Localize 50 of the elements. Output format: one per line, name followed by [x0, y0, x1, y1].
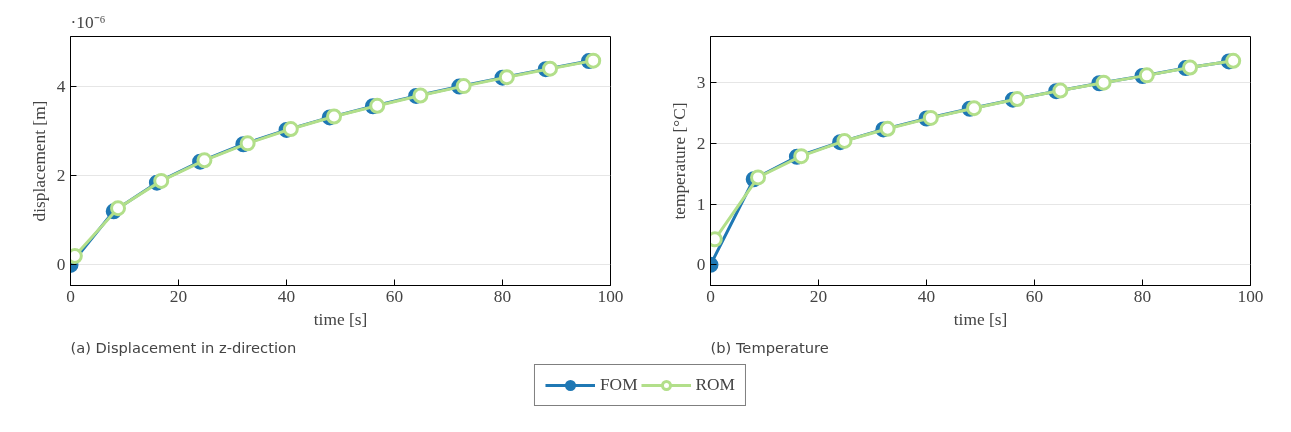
- x-tick-label: 20: [809, 286, 828, 306]
- point: [750, 169, 767, 186]
- point: [153, 172, 170, 189]
- point: [836, 132, 853, 149]
- y-tick-label: 0: [696, 255, 706, 275]
- x-tick-label: 100: [597, 286, 624, 306]
- point: [793, 148, 810, 165]
- text: (a) Displacement in z-direction: [70, 338, 297, 356]
- point: [1052, 82, 1069, 99]
- x-axis-title: time [s]: [953, 309, 1008, 329]
- point: [1225, 52, 1242, 69]
- y-tick-label: 2: [696, 133, 706, 153]
- y-tick-label: 2: [56, 166, 66, 186]
- text: ·10⁻⁶: [70, 12, 106, 32]
- y-tick-label: 0: [56, 255, 66, 275]
- point: [498, 69, 515, 86]
- y-tick-label: 3: [696, 73, 706, 93]
- x-tick-label: 100: [1237, 286, 1264, 306]
- point: [369, 97, 386, 114]
- y-axis-title: temperature [°C]: [669, 102, 689, 220]
- x-axis-title: time [s]: [313, 309, 368, 329]
- point: [1095, 74, 1112, 91]
- y-axis-title: displacement [m]: [29, 100, 49, 222]
- point: [879, 120, 896, 137]
- point: [282, 121, 299, 138]
- legend-label: ROM: [695, 375, 736, 395]
- point: [585, 52, 602, 69]
- point: [326, 108, 343, 125]
- point: [966, 100, 983, 117]
- point: [1009, 91, 1026, 108]
- x-tick-label: 20: [169, 286, 188, 306]
- text: (b) Temperature: [710, 338, 829, 356]
- x-tick-label: 80: [493, 286, 512, 306]
- point: [455, 78, 472, 95]
- x-tick-label: 60: [385, 286, 404, 306]
- y-tick-label: 1: [696, 194, 706, 214]
- x-tick-label: 40: [277, 286, 296, 306]
- point: [412, 87, 429, 104]
- legend-label: FOM: [599, 375, 638, 395]
- point: [110, 200, 127, 217]
- point: [1182, 59, 1199, 76]
- y-tick-label: 4: [56, 76, 66, 96]
- x-tick-label: 40: [917, 286, 936, 306]
- point: [1138, 67, 1155, 84]
- point: [196, 152, 213, 169]
- point: [239, 135, 256, 152]
- point: [542, 60, 559, 77]
- x-tick-label: 80: [1133, 286, 1152, 306]
- point: [922, 109, 939, 126]
- x-tick-label: 60: [1025, 286, 1044, 306]
